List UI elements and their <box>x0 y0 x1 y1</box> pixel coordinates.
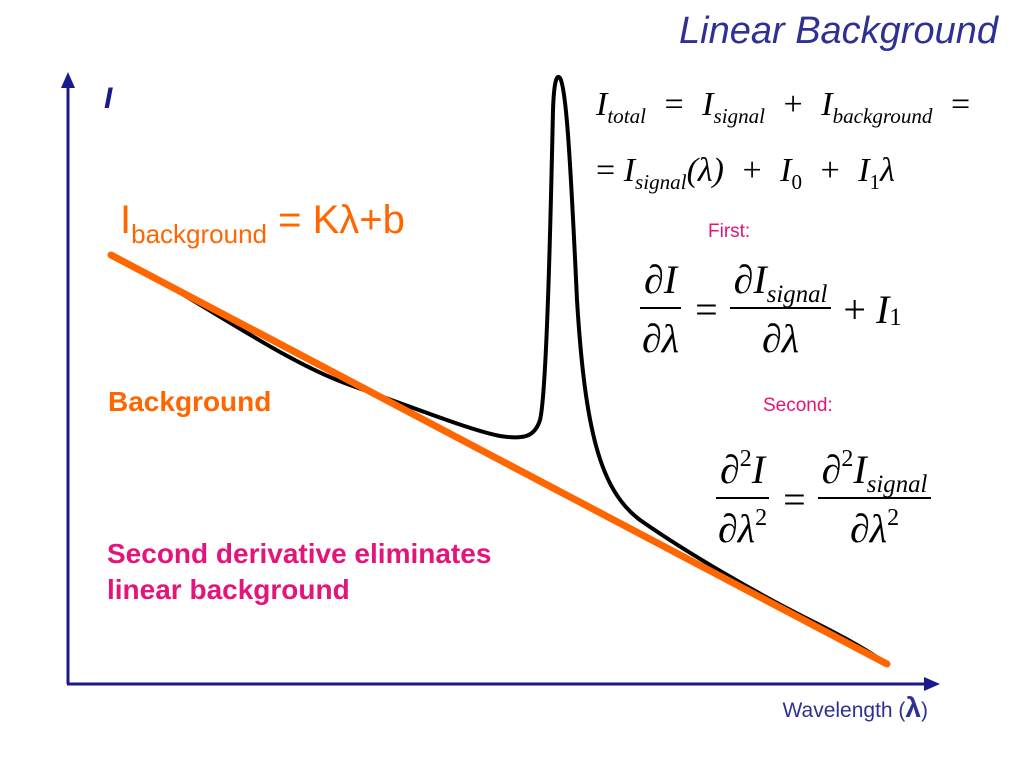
note-line-1: Second derivative eliminates <box>107 538 492 569</box>
expanded-intensity-equation: = Isignal(λ) + I0 + I1λ <box>596 152 895 194</box>
second-derivative-equation: ∂2I ∂λ2 = ∂2Isignal ∂λ2 <box>712 446 933 552</box>
eq1-trailing-equals: = <box>950 86 971 123</box>
y-axis-label: I <box>104 82 113 115</box>
background-equation: Ibackground = Kλ+b <box>120 198 405 249</box>
eq4-left-fraction: ∂2I ∂λ2 <box>714 446 771 552</box>
eq3-i-1: I <box>875 286 890 332</box>
x-axis-label-text: Wavelength ( <box>782 699 906 722</box>
first-derivative-label: First: <box>708 221 751 242</box>
x-axis-lambda: λ <box>905 692 921 723</box>
eq4-equals: = <box>783 476 806 522</box>
eq2-plus-1: + <box>742 152 762 189</box>
eq3-sub-1: 1 <box>889 304 902 332</box>
eq3-right-fraction: ∂Isignal ∂λ <box>729 256 832 362</box>
eq1-plus: + <box>783 86 803 123</box>
eq1-i-total: I <box>596 86 608 123</box>
eq4-left-numerator: ∂2I <box>716 446 770 499</box>
eq3-equals: = <box>695 286 718 332</box>
eq4-right-numerator: ∂2Isignal <box>817 446 932 499</box>
eq4-right-fraction: ∂2Isignal ∂λ2 <box>817 446 932 552</box>
eq4-right-denominator: ∂λ2 <box>849 505 900 551</box>
total-intensity-equation: Itotal = Isignal + Ibackground = <box>596 86 980 128</box>
eq1-i-signal: I <box>702 86 714 123</box>
background-eq-rhs: = Kλ+b <box>267 198 405 242</box>
eq2-i-signal: I <box>623 152 636 189</box>
eq1-sub-background: background <box>832 104 933 128</box>
eq1-equals: = <box>664 86 684 123</box>
eq2-sub-1: 1 <box>869 170 881 194</box>
background-label: Background <box>108 386 272 417</box>
eq2-lambda: λ <box>880 152 895 189</box>
eq2-i-1: I <box>858 152 870 189</box>
eq3-left-numerator: ∂I <box>640 256 682 309</box>
eq2-sub-0: 0 <box>791 170 802 194</box>
eq2-i-0: I <box>780 152 792 189</box>
eq3-left-denominator: ∂λ <box>642 316 680 361</box>
background-eq-lhs: I <box>120 198 132 242</box>
eq3-left-fraction: ∂I ∂λ <box>638 256 683 362</box>
eq2-sub-signal: signal <box>635 170 687 194</box>
eq2-equals: = <box>596 152 616 189</box>
background-eq-subscript: background <box>131 219 268 249</box>
second-derivative-label: Second: <box>763 395 833 416</box>
eq3-right-denominator: ∂λ <box>761 316 800 361</box>
x-axis-label: Wavelength (λ) <box>782 692 928 724</box>
note-line-2: linear background <box>107 574 350 606</box>
slide-title: Linear Background <box>679 10 998 52</box>
eq1-sub-total: total <box>607 104 646 128</box>
y-axis-arrowhead <box>61 72 75 88</box>
eq2-arg: (λ) <box>686 152 724 189</box>
second-derivative-note: Second derivative eliminates linear backg… <box>107 536 491 609</box>
eq3-right-numerator: ∂Isignal <box>729 256 832 309</box>
eq1-sub-signal: signal <box>713 104 766 128</box>
eq2-plus-2: + <box>820 152 840 189</box>
eq4-left-denominator: ∂λ2 <box>718 505 768 551</box>
eq3-plus: + <box>843 286 866 332</box>
x-axis-label-close: ) <box>921 699 928 722</box>
x-axis-arrowhead <box>924 677 940 691</box>
linear-background-line <box>107 251 891 668</box>
eq1-i-background: I <box>821 86 833 123</box>
